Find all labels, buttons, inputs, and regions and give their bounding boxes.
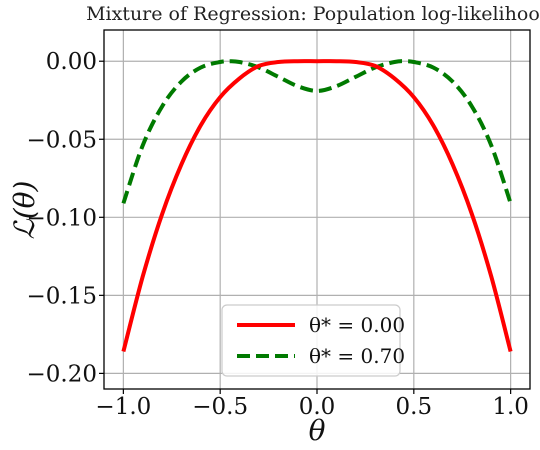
legend-label: θ* = 0.00 [309,313,405,337]
y-tick-label: 0.00 [46,49,97,75]
series-line [121,59,513,204]
y-tick-label: −0.05 [27,127,97,153]
legend-label: θ* = 0.70 [309,344,405,368]
y-tick-label: −0.15 [27,283,97,309]
y-axis-label: ℒ(θ) [8,181,41,240]
chart-title: Mixture of Regression: Population log-li… [86,3,540,25]
x-tick-label: 1.0 [492,394,529,420]
series-layer [121,59,513,352]
x-tick-label: 0.0 [299,394,336,420]
x-tick-label: −1.0 [95,394,151,420]
y-tick-labels: 0.00 −0.05 −0.10 −0.15 −0.20 [27,49,104,387]
x-tick-label: −0.5 [192,394,248,420]
legend-box [221,304,401,377]
legend: θ* = 0.00 θ* = 0.70 [221,304,405,377]
x-tick-label: 0.5 [396,394,433,420]
series-line [121,59,513,352]
y-tick-label: −0.20 [27,361,97,387]
y-tick-label: −0.10 [27,205,97,231]
x-tick-labels: −1.0 −0.5 0.0 0.5 1.0 [95,389,529,420]
x-axis-label: θ [309,414,326,447]
